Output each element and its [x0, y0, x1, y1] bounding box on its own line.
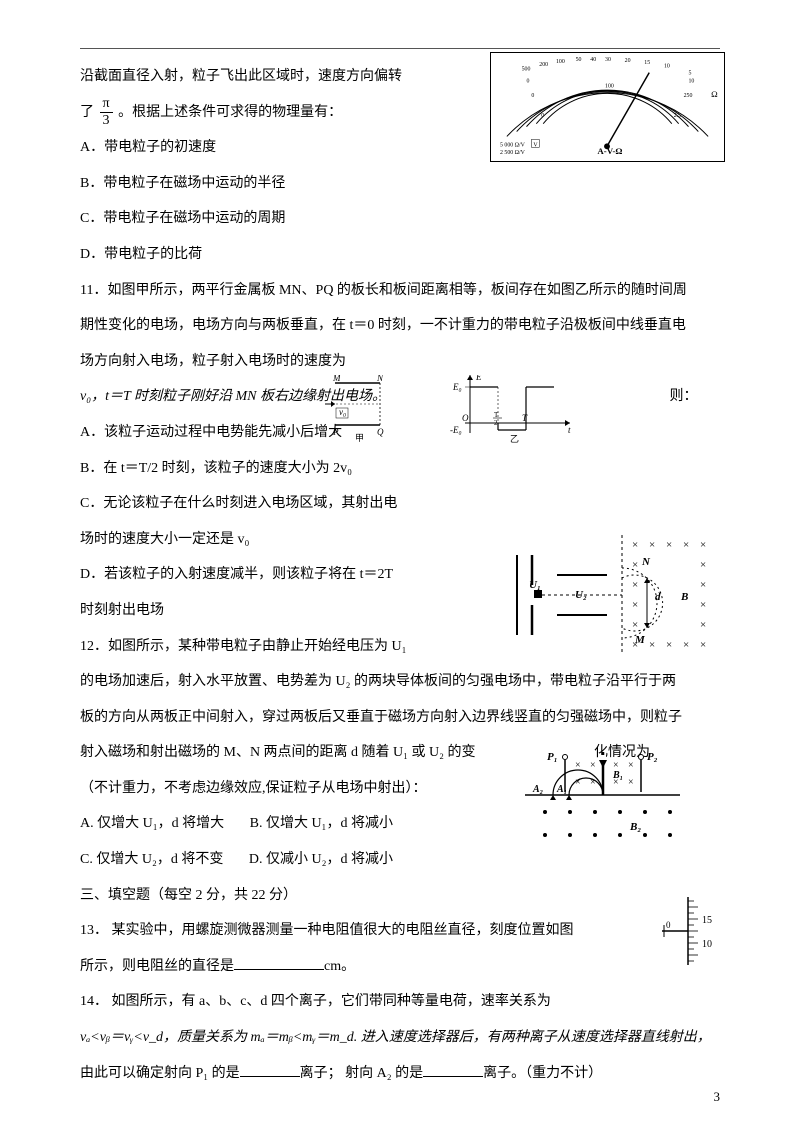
svg-text:10: 10	[702, 939, 712, 950]
svg-text:×: ×	[632, 579, 638, 591]
intro-optD: D．带电粒子的比荷	[80, 238, 720, 272]
svg-text:×: ×	[700, 559, 706, 571]
meter-label-5000: 5 000 Ω/V	[500, 142, 526, 148]
q11-line1: 11．如图甲所示，两平行金属板 MN、PQ 的板长和板间距离相等，板间存在如图乙…	[80, 274, 720, 308]
svg-text:50: 50	[576, 57, 582, 63]
q13-line2: 所示，则电阻丝的直径是cm。	[80, 950, 720, 984]
velocity-selector-figure: ×× ×× ×× ×× P₁ P₂ B₁ B₂ A₂ A₁	[515, 750, 690, 850]
svg-text:B: B	[680, 591, 688, 603]
svg-text:30: 30	[605, 57, 611, 63]
parallel-plates-figure: M N P Q v₀ 甲 E₀ -E₀ O E T 2	[325, 375, 585, 443]
svg-text:×: ×	[632, 619, 638, 631]
svg-text:×: ×	[649, 539, 655, 551]
svg-text:O: O	[462, 413, 469, 423]
svg-text:P₂: P₂	[647, 751, 658, 763]
meter-label-avo: A-V-Ω	[597, 146, 622, 156]
svg-text:V: V	[533, 142, 538, 148]
svg-text:20: 20	[625, 58, 631, 64]
svg-text:0: 0	[541, 113, 544, 119]
svg-text:500: 500	[522, 67, 531, 73]
svg-text:E₀: E₀	[452, 382, 462, 392]
svg-text:15: 15	[644, 60, 650, 66]
svg-text:250: 250	[684, 93, 693, 99]
svg-text:×: ×	[590, 760, 596, 771]
svg-text:100: 100	[605, 83, 614, 89]
svg-text:U₁: U₁	[529, 579, 541, 591]
meter-label-2500: 2 500 Ω/V	[500, 150, 526, 156]
svg-text:N: N	[376, 375, 384, 383]
q14-line1: 14． 如图所示，有 a、b、c、d 四个离子，它们带同种等量电荷，速率关系为	[80, 985, 720, 1019]
q11-line3: 场方向射入电场，粒子射入电场时的速度为	[80, 345, 720, 379]
intro-optC: C．带电粒子在磁场中运动的周期	[80, 202, 720, 236]
svg-text:10: 10	[689, 78, 695, 84]
svg-text:M: M	[634, 634, 646, 646]
svg-text:×: ×	[666, 639, 672, 651]
svg-text:-E₀: -E₀	[450, 425, 462, 435]
q11-optC: C．无论该粒子在什么时刻进入电场区域，其射出电	[80, 487, 720, 521]
q11-optB: B．在 t＝T/2 时刻，该粒子的速度大小为 2v₀	[80, 452, 720, 486]
svg-text:10: 10	[664, 64, 670, 70]
svg-text:乙: 乙	[510, 434, 519, 443]
micrometer-figure: 0 15 10	[660, 895, 722, 967]
svg-text:×: ×	[700, 639, 706, 651]
svg-text:×: ×	[649, 639, 655, 651]
svg-text:×: ×	[628, 777, 634, 788]
svg-text:×: ×	[575, 760, 581, 771]
svg-text:×: ×	[666, 539, 672, 551]
meter-ohm: Ω	[711, 89, 718, 99]
magnetic-field-figure: U₁ U₂ ××××× ×× ×× ×× ×× ××××× N B d M	[507, 530, 722, 660]
svg-text:2: 2	[494, 419, 498, 427]
multimeter-figure: 5 000 Ω/V 2 500 Ω/V A-V-Ω Ω 500 200 100 …	[490, 52, 725, 162]
svg-text:0: 0	[531, 93, 534, 99]
svg-text:200: 200	[539, 62, 548, 68]
q12-line2: 的电场加速后，射入水平放置、电势差为 U₂ 的两块导体板间的匀强电场中，带电粒子…	[80, 665, 720, 699]
svg-text:t: t	[568, 425, 571, 435]
q14-line2: vₐ<vᵦ＝vᵧ<v_d，质量关系为 mₐ＝mᵦ<mᵧ＝m_d. 进入速度选择器…	[80, 1021, 720, 1055]
svg-text:×: ×	[683, 539, 689, 551]
intro-optB: B．带电粒子在磁场中运动的半径	[80, 167, 720, 201]
svg-text:A₁: A₁	[556, 784, 567, 795]
svg-text:0: 0	[527, 78, 530, 84]
svg-text:v₀: v₀	[339, 407, 346, 417]
svg-text:A₂: A₂	[532, 784, 543, 795]
svg-text:P₁: P₁	[547, 751, 558, 763]
svg-text:×: ×	[628, 760, 634, 771]
svg-text:甲: 甲	[355, 433, 364, 443]
svg-text:×: ×	[700, 579, 706, 591]
svg-text:M: M	[332, 375, 341, 383]
svg-text:5: 5	[689, 71, 692, 77]
svg-text:×: ×	[700, 599, 706, 611]
svg-text:P: P	[332, 427, 339, 437]
svg-text:×: ×	[683, 639, 689, 651]
svg-text:15: 15	[702, 915, 712, 926]
svg-text:Q: Q	[377, 427, 384, 437]
svg-text:×: ×	[700, 539, 706, 551]
svg-text:0: 0	[666, 920, 671, 930]
q13-line1: 13． 某实验中，用螺旋测微器测量一种电阻值很大的电阻丝直径，刻度位置如图	[80, 914, 720, 948]
svg-text:N: N	[641, 556, 651, 568]
svg-text:2.5: 2.5	[674, 113, 681, 119]
q11-line2: 期性变化的电场，电场方向与两板垂直，在 t＝0 时刻，一不计重力的带电粒子沿极板…	[80, 309, 720, 343]
svg-text:×: ×	[632, 539, 638, 551]
svg-text:100: 100	[556, 59, 565, 65]
page-number: 3	[714, 1081, 721, 1112]
svg-text:40: 40	[590, 57, 596, 63]
svg-text:T: T	[522, 413, 528, 423]
svg-text:×: ×	[632, 599, 638, 611]
svg-text:E: E	[475, 375, 482, 382]
section3-title: 三、填空题（每空 2 分，共 22 分）	[80, 879, 720, 913]
svg-text:d: d	[655, 591, 661, 603]
svg-text:×: ×	[632, 559, 638, 571]
svg-text:B₂: B₂	[629, 821, 641, 833]
svg-text:B₁: B₁	[612, 770, 623, 781]
q14-line3: 由此可以确定射向 P₁ 的是离子； 射向 A₂ 的是离子。（重力不计）	[80, 1057, 720, 1091]
q12-line3: 板的方向从两板正中间射入，穿过两板后又垂直于磁场方向射入边界线竖直的匀强磁场中，…	[80, 701, 720, 735]
svg-text:×: ×	[700, 619, 706, 631]
